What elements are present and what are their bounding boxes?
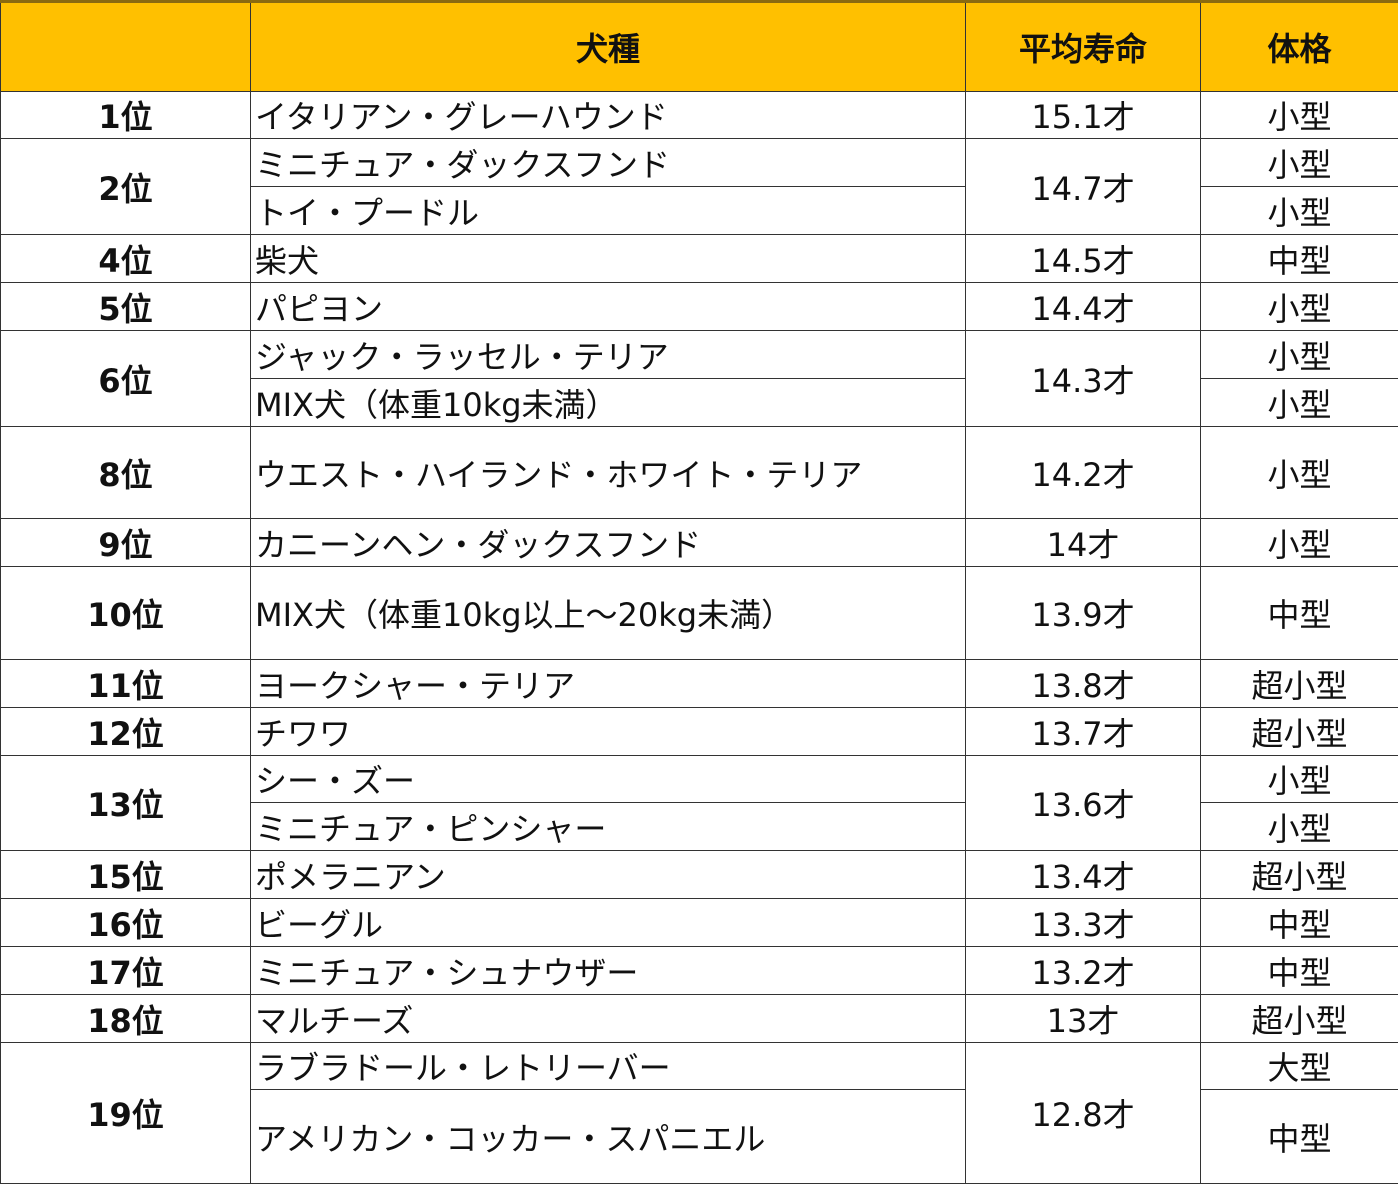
size-cell: 小型 xyxy=(1201,92,1398,139)
size-cell: 小型 xyxy=(1201,427,1398,519)
size-cell: 超小型 xyxy=(1201,660,1398,708)
size-cell: 小型 xyxy=(1201,139,1398,187)
breed-name-cell: ラブラドール・レトリーバー xyxy=(251,1043,966,1090)
lifespan-cell: 13.2才 xyxy=(966,947,1201,995)
breed-name-cell: ビーグル xyxy=(251,899,966,947)
lifespan-cell: 13.8才 xyxy=(966,660,1201,708)
size-cell: 小型 xyxy=(1201,283,1398,331)
rank-cell: 13位 xyxy=(1,756,251,851)
rank-cell: 10位 xyxy=(1,567,251,660)
rank-cell: 8位 xyxy=(1,427,251,519)
size-cell: 中型 xyxy=(1201,1090,1398,1184)
rank-cell: 16位 xyxy=(1,899,251,947)
size-cell: 小型 xyxy=(1201,519,1398,567)
lifespan-cell: 13.6才 xyxy=(966,756,1201,851)
size-cell: 小型 xyxy=(1201,379,1398,427)
lifespan-cell: 13.3才 xyxy=(966,899,1201,947)
breed-name-cell: 柴犬 xyxy=(251,235,966,283)
lifespan-cell: 15.1才 xyxy=(966,92,1201,139)
size-cell: 中型 xyxy=(1201,567,1398,660)
breed-name-cell: MIX犬（体重10kg以上～20kg未満） xyxy=(251,567,966,660)
breed-name-cell: イタリアン・グレーハウンド xyxy=(251,92,966,139)
rank-cell: 9位 xyxy=(1,519,251,567)
breed-name-cell: ミニチュア・シュナウザー xyxy=(251,947,966,995)
size-cell: 中型 xyxy=(1201,235,1398,283)
breed-name-cell: MIX犬（体重10kg未満） xyxy=(251,379,966,427)
size-cell: 超小型 xyxy=(1201,851,1398,899)
rank-cell: 2位 xyxy=(1,139,251,235)
breed-name-cell: ウエスト・ハイランド・ホワイト・テリア xyxy=(251,427,966,519)
breed-name-cell: カニーンヘン・ダックスフンド xyxy=(251,519,966,567)
header-size: 体格 xyxy=(1201,2,1398,92)
lifespan-cell: 14才 xyxy=(966,519,1201,567)
lifespan-cell: 12.8才 xyxy=(966,1043,1201,1184)
breed-name-cell: トイ・プードル xyxy=(251,187,966,235)
lifespan-cell: 14.7才 xyxy=(966,139,1201,235)
lifespan-cell: 14.3才 xyxy=(966,331,1201,427)
rank-cell: 12位 xyxy=(1,708,251,756)
rank-cell: 15位 xyxy=(1,851,251,899)
lifespan-cell: 13.9才 xyxy=(966,567,1201,660)
size-cell: 大型 xyxy=(1201,1043,1398,1090)
lifespan-cell: 13.4才 xyxy=(966,851,1201,899)
breed-name-cell: ミニチュア・ダックスフンド xyxy=(251,139,966,187)
size-cell: 中型 xyxy=(1201,947,1398,995)
rank-cell: 5位 xyxy=(1,283,251,331)
size-cell: 小型 xyxy=(1201,331,1398,379)
rank-cell: 4位 xyxy=(1,235,251,283)
lifespan-cell: 14.2才 xyxy=(966,427,1201,519)
header-rank xyxy=(1,2,251,92)
size-cell: 小型 xyxy=(1201,187,1398,235)
breed-name-cell: ポメラニアン xyxy=(251,851,966,899)
size-cell: 超小型 xyxy=(1201,708,1398,756)
lifespan-cell: 13.7才 xyxy=(966,708,1201,756)
breed-name-cell: パピヨン xyxy=(251,283,966,331)
rank-cell: 11位 xyxy=(1,660,251,708)
breed-name-cell: チワワ xyxy=(251,708,966,756)
header-breed: 犬種 xyxy=(251,2,966,92)
breed-name-cell: シー・ズー xyxy=(251,756,966,803)
header-row: 犬種 平均寿命 体格 xyxy=(1,2,1398,92)
breed-name-cell: ヨークシャー・テリア xyxy=(251,660,966,708)
rank-cell: 19位 xyxy=(1,1043,251,1184)
size-cell: 中型 xyxy=(1201,899,1398,947)
rank-cell: 17位 xyxy=(1,947,251,995)
breed-name-cell: ミニチュア・ピンシャー xyxy=(251,803,966,851)
lifespan-cell: 14.5才 xyxy=(966,235,1201,283)
rank-cell: 1位 xyxy=(1,92,251,139)
breed-name-cell: マルチーズ xyxy=(251,995,966,1043)
size-cell: 小型 xyxy=(1201,803,1398,851)
size-cell: 小型 xyxy=(1201,756,1398,803)
lifespan-cell: 13才 xyxy=(966,995,1201,1043)
lifespan-cell: 14.4才 xyxy=(966,283,1201,331)
rank-cell: 6位 xyxy=(1,331,251,427)
rank-cell: 18位 xyxy=(1,995,251,1043)
breed-name-cell: アメリカン・コッカー・スパニエル xyxy=(251,1090,966,1184)
breed-name-cell: ジャック・ラッセル・テリア xyxy=(251,331,966,379)
size-cell: 超小型 xyxy=(1201,995,1398,1043)
header-lifespan: 平均寿命 xyxy=(966,2,1201,92)
